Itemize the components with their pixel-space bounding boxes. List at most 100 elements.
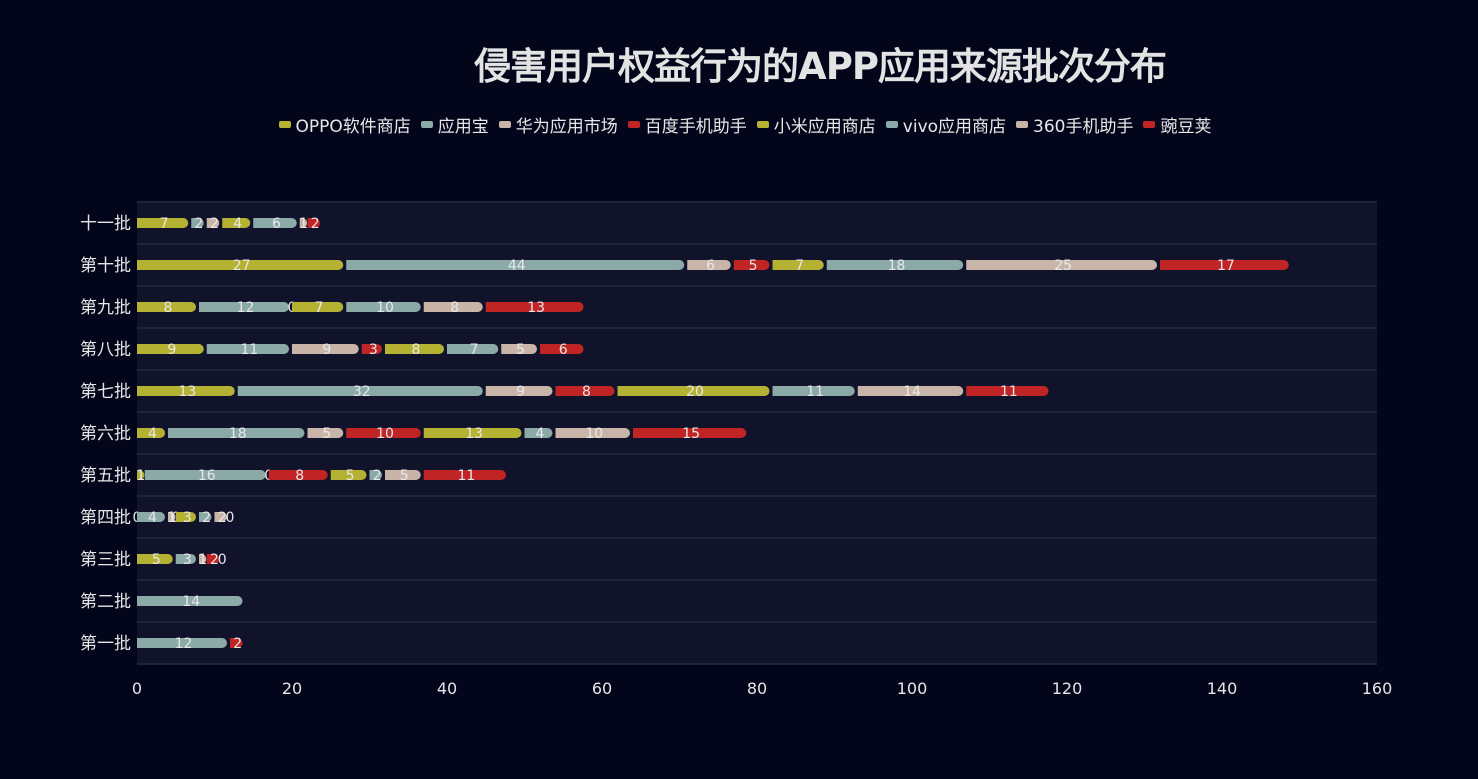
bar-segment[interactable] — [617, 386, 770, 396]
bar-segment[interactable] — [966, 260, 1157, 270]
bar-segment[interactable] — [292, 344, 359, 354]
bar-value-label: 4 — [148, 510, 157, 526]
bar-segment[interactable] — [214, 512, 228, 522]
bar-segment[interactable] — [230, 638, 243, 648]
bar-segment[interactable] — [253, 218, 297, 228]
bar-value-label: 7 — [470, 342, 479, 358]
legend-item[interactable]: OPPO软件商店 — [278, 112, 411, 137]
legend-label: 360手机助手 — [1033, 117, 1134, 137]
bar-segment[interactable] — [199, 512, 212, 522]
plot-area — [137, 202, 1377, 664]
bar-value-label: 11 — [1000, 384, 1018, 400]
bar-value-label: 11 — [457, 468, 475, 484]
bar-value-label: 1 — [299, 216, 308, 232]
bar-segment[interactable] — [307, 218, 321, 228]
bar-segment[interactable] — [555, 428, 631, 438]
bar-segment[interactable] — [137, 512, 165, 522]
bar-segment[interactable] — [633, 428, 747, 438]
bar-segment[interactable] — [137, 554, 173, 564]
bar-segment[interactable] — [524, 428, 553, 438]
bar-segment[interactable] — [772, 260, 824, 270]
bar-value-label: 0 — [218, 552, 227, 568]
x-tick-label: 120 — [1052, 679, 1083, 698]
bar-segment[interactable] — [206, 554, 220, 564]
bar-value-label: 4 — [536, 426, 545, 442]
bar-segment[interactable] — [733, 260, 770, 270]
legend-label: 华为应用市场 — [515, 117, 618, 137]
bar-value-label: 8 — [450, 300, 459, 316]
bar-segment[interactable] — [137, 638, 227, 648]
bar-segment[interactable] — [199, 554, 207, 564]
bar-segment[interactable] — [447, 344, 499, 354]
bar-segment[interactable] — [826, 260, 964, 270]
bar-segment[interactable] — [137, 218, 189, 228]
bar-segment[interactable] — [501, 344, 537, 354]
bar-segment[interactable] — [206, 218, 220, 228]
bar-segment[interactable] — [423, 470, 506, 480]
bar-value-label: 10 — [585, 426, 603, 442]
bar-segment[interactable] — [485, 302, 584, 312]
legend-item[interactable]: 百度手机助手 — [627, 112, 747, 137]
bar-segment[interactable] — [137, 344, 204, 354]
bar-segment[interactable] — [423, 302, 483, 312]
bar-value-label: 15 — [682, 426, 700, 442]
bar-segment[interactable] — [966, 386, 1049, 396]
legend-item[interactable]: 豌豆荚 — [1143, 112, 1211, 137]
bar-segment[interactable] — [361, 344, 382, 354]
bar-segment[interactable] — [237, 386, 483, 396]
bar-segment[interactable] — [540, 344, 584, 354]
legend-item[interactable]: 360手机助手 — [1016, 112, 1133, 137]
x-tick-label: 80 — [747, 679, 767, 698]
bar-segment[interactable] — [222, 218, 251, 228]
bar-value-label: 2 — [233, 636, 242, 652]
bar-segment[interactable] — [168, 512, 176, 522]
legend-item[interactable]: 应用宝 — [420, 112, 489, 137]
bar-segment[interactable] — [772, 386, 855, 396]
legend-label: 百度手机助手 — [644, 117, 747, 137]
bar-segment[interactable] — [137, 302, 196, 312]
bar-segment[interactable] — [385, 344, 444, 354]
bar-segment[interactable] — [137, 428, 165, 438]
bar-segment[interactable] — [687, 260, 731, 270]
bar-segment[interactable] — [346, 302, 421, 312]
bar-segment[interactable] — [299, 218, 308, 228]
bar-value-label: 44 — [508, 258, 526, 274]
bar-segment[interactable] — [423, 428, 522, 438]
x-tick-label: 140 — [1207, 679, 1238, 698]
bar-segment[interactable] — [330, 470, 367, 480]
bar-value-label: 32 — [353, 384, 371, 400]
bar-segment[interactable] — [191, 218, 204, 228]
bar-value-label: 4 — [148, 426, 157, 442]
y-category-label: 第三批 — [80, 550, 131, 570]
bar-value-label: 11 — [806, 384, 824, 400]
bar-segment[interactable] — [144, 470, 266, 480]
bar-segment[interactable] — [175, 554, 196, 564]
bar-segment[interactable] — [199, 302, 289, 312]
bar-segment[interactable] — [346, 428, 421, 438]
bar-segment[interactable] — [268, 470, 328, 480]
bar-segment[interactable] — [369, 470, 383, 480]
legend-item[interactable]: vivo应用商店 — [885, 112, 1006, 137]
bar-segment[interactable] — [385, 470, 421, 480]
y-category-label: 第十批 — [80, 256, 131, 276]
legend-item[interactable]: 小米应用商店 — [756, 112, 876, 137]
bar-segment[interactable] — [175, 512, 196, 522]
bar-value-label: 2 — [210, 552, 219, 568]
bar-segment[interactable] — [1160, 260, 1289, 270]
bar-segment[interactable] — [137, 470, 145, 480]
bar-segment[interactable] — [168, 428, 305, 438]
bar-value-label: 13 — [178, 384, 196, 400]
bar-segment[interactable] — [137, 596, 243, 606]
x-tick-label: 0 — [132, 679, 142, 698]
bar-segment[interactable] — [346, 260, 685, 270]
bar-segment[interactable] — [137, 386, 235, 396]
bar-segment[interactable] — [485, 386, 553, 396]
legend-item[interactable]: 华为应用市场 — [498, 112, 618, 137]
bar-segment[interactable] — [857, 386, 964, 396]
bar-segment[interactable] — [292, 302, 344, 312]
bar-segment[interactable] — [307, 428, 344, 438]
bar-segment[interactable] — [555, 386, 615, 396]
bar-segment[interactable] — [206, 344, 289, 354]
bar-segment[interactable] — [137, 260, 344, 270]
